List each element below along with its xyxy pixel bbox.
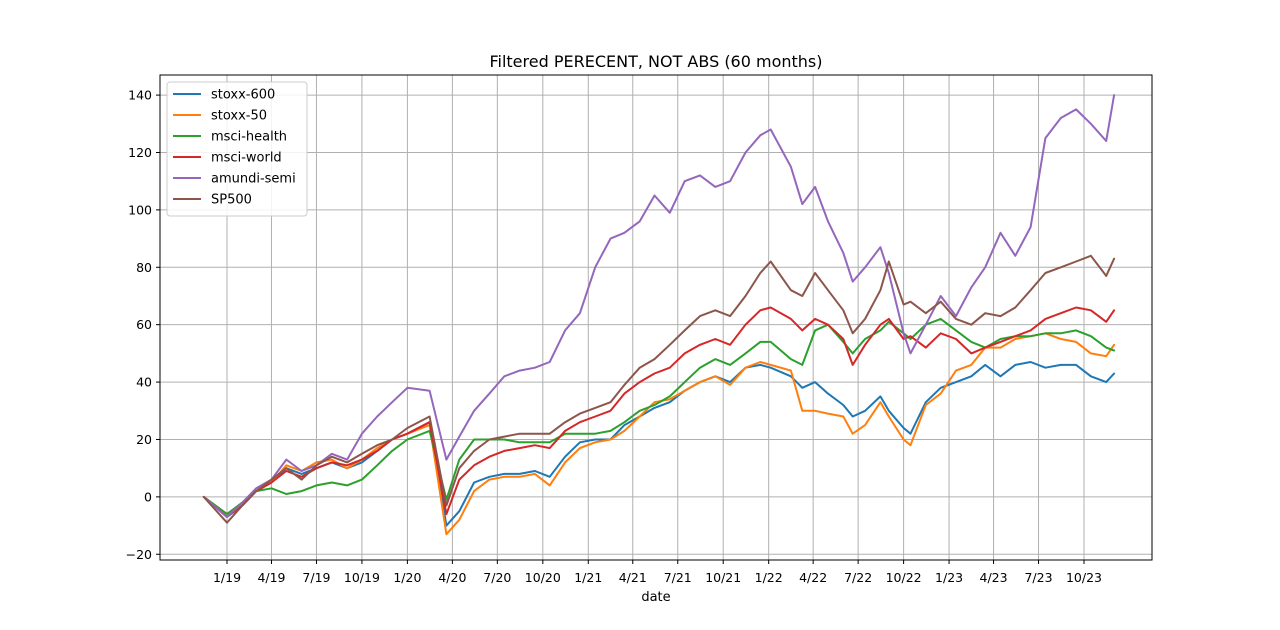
x-tick-label: 7/20: [483, 570, 511, 585]
x-tick-label: 4/23: [980, 570, 1008, 585]
x-tick-label: 1/22: [755, 570, 783, 585]
x-tick-label: 7/21: [664, 570, 692, 585]
x-tick-label: 4/19: [257, 570, 285, 585]
axes-frame: [159, 74, 1153, 561]
plot-area: [202, 94, 1116, 536]
legend: stoxx-600 stoxx-50 msci-health msci-world am…: [166, 81, 308, 217]
y-tick-label: 40: [136, 375, 152, 390]
x-tick-label: 4/20: [438, 570, 466, 585]
legend-label: msci-health: [211, 130, 287, 145]
y-tick-label: 60: [136, 317, 152, 332]
y-tick-label: 140: [128, 88, 152, 103]
series-line-stoxx-50: [202, 332, 1116, 536]
chart-title: Filtered PERECENT, NOT ABS (60 months): [489, 52, 822, 71]
series-line-stoxx-600: [202, 361, 1116, 527]
y-tick-label: 100: [128, 202, 152, 217]
x-tick-label: 10/23: [1066, 570, 1102, 585]
legend-label: SP500: [211, 193, 252, 208]
y-tick-label: 80: [136, 260, 152, 275]
y-tick-label: −20: [126, 547, 152, 562]
x-tick-label: 10/19: [344, 570, 380, 585]
x-tick-label: 10/22: [886, 570, 922, 585]
y-tick-label: 120: [128, 145, 152, 160]
x-tick-label: 7/22: [844, 570, 872, 585]
x-tick-label: 7/23: [1024, 570, 1052, 585]
legend-label: msci-world: [211, 151, 282, 166]
y-tick-label: 0: [144, 489, 152, 504]
legend-label: stoxx-600: [211, 88, 275, 103]
legend-label: stoxx-50: [211, 109, 267, 124]
legend-label: amundi-semi: [211, 172, 296, 187]
x-tick-label: 4/22: [799, 570, 827, 585]
x-tick-label: 1/19: [213, 570, 241, 585]
x-tick-label: 1/20: [393, 570, 421, 585]
grid: [160, 75, 1152, 560]
ticks: 1/19 4/19 7/19 10/19 1/20 4/20 7/20 10/20 1/21 4/…: [126, 88, 1102, 585]
x-tick-label: 10/21: [705, 570, 741, 585]
series-line-msci-world: [202, 306, 1116, 518]
series-line-amundi-semi: [202, 94, 1116, 518]
x-tick-label: 4/21: [619, 570, 647, 585]
y-tick-label: 20: [136, 432, 152, 447]
x-tick-label: 10/20: [525, 570, 561, 585]
series-line-SP500: [202, 254, 1116, 524]
x-tick-label: 1/21: [574, 570, 602, 585]
series-line-msci-health: [202, 317, 1116, 516]
x-tick-label: 7/19: [302, 570, 330, 585]
legend-box: [166, 81, 308, 217]
x-axis-label: date: [641, 590, 670, 605]
x-tick-label: 1/23: [935, 570, 963, 585]
